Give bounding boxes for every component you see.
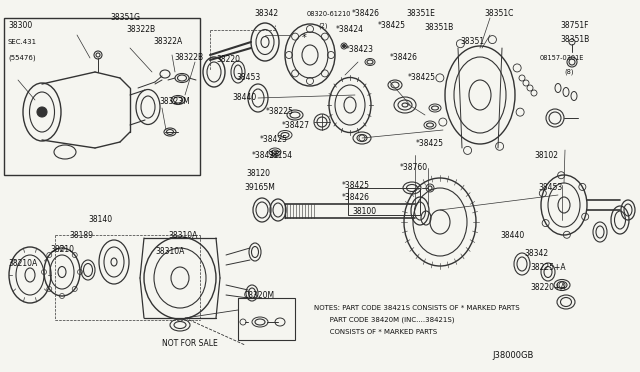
Text: *38424: *38424	[336, 26, 364, 35]
Text: 38210A: 38210A	[8, 260, 37, 269]
Text: 39165M: 39165M	[244, 183, 275, 192]
Text: 38102: 38102	[534, 151, 558, 160]
Text: 38120: 38120	[246, 170, 270, 179]
Circle shape	[37, 107, 47, 117]
Text: 38440: 38440	[232, 93, 256, 103]
Text: 38342: 38342	[254, 10, 278, 19]
Text: 38210: 38210	[50, 246, 74, 254]
Text: 08320-61210: 08320-61210	[307, 11, 351, 17]
Text: 38351B: 38351B	[560, 35, 589, 45]
Text: CONSISTS OF * MARKED PARTS: CONSISTS OF * MARKED PARTS	[314, 329, 437, 335]
Text: 38351: 38351	[460, 38, 484, 46]
Text: 38453: 38453	[538, 183, 563, 192]
Text: 38322A: 38322A	[153, 38, 182, 46]
Text: *38426: *38426	[352, 10, 380, 19]
Text: 38310A: 38310A	[168, 231, 197, 240]
Text: 38225+A: 38225+A	[530, 263, 566, 273]
Text: 38300: 38300	[8, 20, 32, 29]
Text: PART CODE 38420M (INC....38421S): PART CODE 38420M (INC....38421S)	[314, 317, 454, 323]
Text: NOTES: PART CODE 38421S CONSISTS OF * MARKED PARTS: NOTES: PART CODE 38421S CONSISTS OF * MA…	[314, 305, 520, 311]
Text: 38351B: 38351B	[424, 23, 453, 32]
Text: 38453: 38453	[236, 74, 260, 83]
Text: 38154: 38154	[268, 151, 292, 160]
Text: 38220+A: 38220+A	[530, 283, 566, 292]
Text: 38322B: 38322B	[126, 26, 155, 35]
Text: 38440: 38440	[500, 231, 524, 241]
Text: *38426: *38426	[390, 54, 418, 62]
Text: (8): (8)	[564, 69, 573, 75]
Text: 38322B: 38322B	[174, 54, 203, 62]
Bar	[348, 188, 420, 215]
Text: *38427: *38427	[282, 122, 310, 131]
Text: 38310A: 38310A	[155, 247, 184, 257]
Text: *38426: *38426	[252, 151, 280, 160]
Bar	[4, 18, 200, 175]
Text: 38220: 38220	[216, 55, 240, 64]
Text: 38189: 38189	[69, 231, 93, 241]
Text: 38351C: 38351C	[484, 10, 513, 19]
Bar	[238, 298, 295, 340]
Text: 38100: 38100	[352, 208, 376, 217]
Text: J38000GB: J38000GB	[492, 352, 533, 360]
Text: 08157-0301E: 08157-0301E	[540, 55, 584, 61]
Text: 38323M: 38323M	[159, 97, 189, 106]
Text: NOT FOR SALE: NOT FOR SALE	[162, 340, 218, 349]
Text: *: *	[302, 33, 307, 43]
Text: (55476): (55476)	[8, 55, 36, 61]
Text: *38425: *38425	[408, 74, 436, 83]
Text: *38425: *38425	[416, 140, 444, 148]
Text: *38426: *38426	[342, 193, 370, 202]
Text: SEC.431: SEC.431	[8, 39, 37, 45]
Circle shape	[342, 45, 346, 48]
Text: 38351G: 38351G	[110, 13, 140, 22]
Text: (2): (2)	[318, 23, 328, 29]
Text: *38760: *38760	[400, 164, 428, 173]
Text: *38423: *38423	[346, 45, 374, 55]
Text: C8320M: C8320M	[244, 292, 275, 301]
Text: 38751F: 38751F	[560, 22, 589, 31]
Text: *38425: *38425	[342, 180, 370, 189]
Text: 38140: 38140	[88, 215, 112, 224]
Text: 38351E: 38351E	[406, 10, 435, 19]
Text: 38342: 38342	[524, 250, 548, 259]
Text: *38425: *38425	[260, 135, 288, 144]
Text: *38425: *38425	[378, 22, 406, 31]
Text: *38225: *38225	[266, 108, 294, 116]
